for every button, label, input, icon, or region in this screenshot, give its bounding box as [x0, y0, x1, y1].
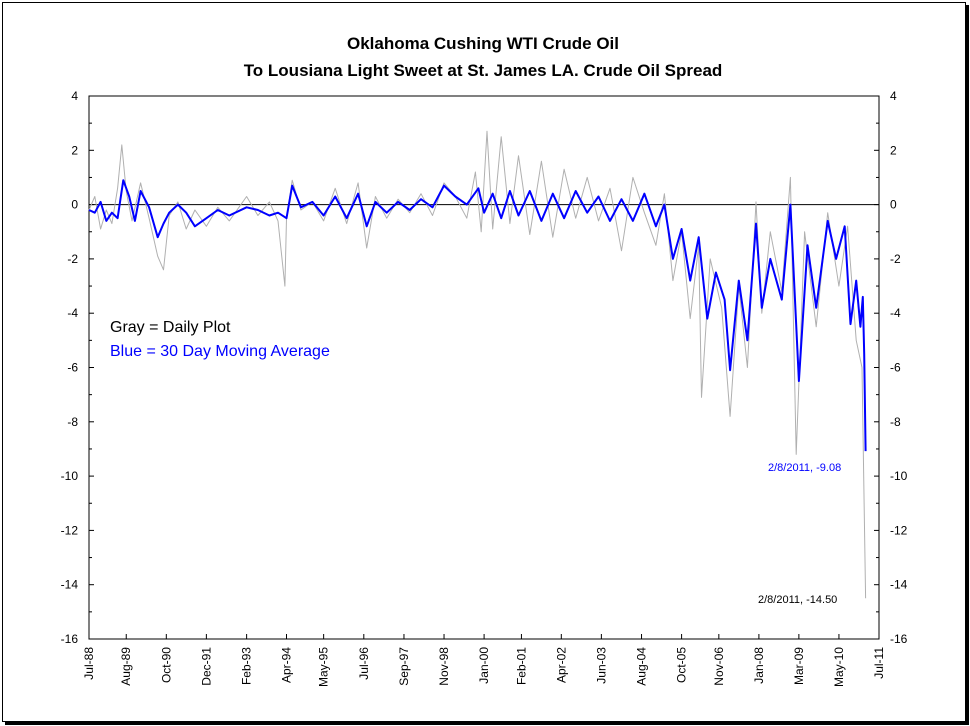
y-tick-label-left: 4 [71, 89, 78, 103]
x-tick-label: Jan-08 [752, 647, 766, 684]
x-tick-label: Sep-97 [397, 647, 411, 686]
series-line-moving-average [88, 179, 867, 452]
y-tick-label-left: -2 [67, 252, 78, 266]
x-tick-label: Nov-06 [712, 647, 726, 686]
y-tick-label-left: 2 [71, 143, 78, 157]
x-tick-label: Jul-96 [357, 647, 371, 680]
x-tick-label: Apr-02 [554, 647, 568, 683]
y-tick-label-right: -2 [890, 252, 901, 266]
chart-subtitle: To Lousiana Light Sweet at St. James LA.… [244, 61, 723, 80]
y-tick-label-left: -4 [67, 306, 78, 320]
x-tick-label: May-10 [832, 647, 846, 687]
y-tick-label-left: -12 [61, 523, 79, 537]
x-tick-label: Feb-01 [514, 647, 528, 685]
x-axis: Jul-88 Aug-89 Oct-90 Dec-91 Feb-93 Apr-94 May-… [82, 634, 886, 687]
x-tick-label: Aug-04 [635, 647, 649, 686]
y-tick-label-right: -14 [890, 578, 908, 592]
y-tick-label-left: -14 [61, 578, 79, 592]
y-tick-label-left: -16 [61, 632, 79, 646]
annotation-daily-last: 2/8/2011, -14.50 [758, 594, 837, 606]
y-tick-label-right: -4 [890, 306, 901, 320]
legend-gray-entry: Gray = Daily Plot [110, 319, 231, 336]
x-tick-label: Jul-88 [82, 647, 96, 680]
y-tick-label-left: -6 [67, 361, 78, 375]
y-axis-right: 4 2 0 -2 -4 -6 -8 -10 -12 -14 -16 [874, 89, 908, 646]
series-layer [88, 130, 867, 599]
y-tick-label-right: -16 [890, 632, 908, 646]
x-tick-label: Oct-90 [159, 647, 173, 683]
x-tick-label: Nov-98 [437, 647, 451, 686]
chart-title: Oklahoma Cushing WTI Crude Oil [347, 34, 619, 53]
x-tick-label: Apr-94 [280, 647, 294, 683]
x-tick-label: May-95 [317, 647, 331, 687]
annotation-moving-average-last: 2/8/2011, -9.08 [768, 462, 841, 474]
x-tick-label: Dec-91 [199, 647, 213, 686]
y-tick-label-right: -12 [890, 523, 908, 537]
y-tick-label-right: 4 [890, 89, 897, 103]
x-tick-label: Jul-11 [872, 647, 886, 679]
x-tick-label: Jun-03 [594, 647, 608, 684]
legend-blue-entry: Blue = 30 Day Moving Average [110, 343, 330, 360]
y-axis-left: 4 2 0 -2 -4 -6 -8 -10 -12 -14 -16 [61, 89, 94, 646]
y-tick-label-right: -10 [890, 469, 908, 483]
x-tick-label: Aug-89 [119, 647, 133, 686]
y-tick-label-left: -8 [67, 415, 78, 429]
x-tick-label: Feb-93 [240, 647, 254, 685]
series-line-daily [88, 130, 867, 599]
y-tick-label-left: 0 [71, 198, 78, 212]
x-tick-label: Mar-09 [792, 647, 806, 685]
y-tick-label-left: -10 [61, 469, 79, 483]
y-tick-label-right: -8 [890, 415, 901, 429]
x-tick-label: Oct-05 [675, 647, 689, 683]
x-tick-label: Jan-00 [477, 647, 491, 684]
y-tick-label-right: 2 [890, 143, 897, 157]
y-tick-label-right: -6 [890, 361, 901, 375]
y-tick-label-right: 0 [890, 198, 897, 212]
